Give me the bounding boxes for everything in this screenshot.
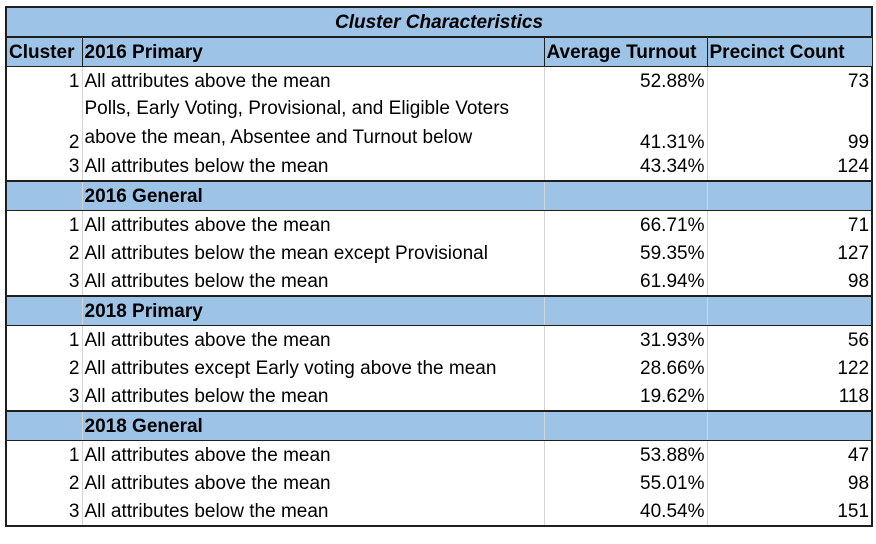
precinct-count-cell[interactable]: 124 <box>706 152 874 181</box>
average-turnout-cell[interactable]: 19.62% <box>543 382 708 411</box>
section-empty-cell[interactable] <box>706 410 874 441</box>
average-turnout-cell[interactable]: 28.66% <box>543 354 708 382</box>
average-turnout-cell[interactable]: 41.31% <box>543 95 708 152</box>
precinct-count-cell[interactable]: 98 <box>706 267 874 296</box>
average-turnout-cell[interactable]: 31.93% <box>543 325 708 354</box>
precinct-count-cell[interactable]: 118 <box>706 382 874 411</box>
table-row: 3 All attributes below the mean 19.62% 118 <box>5 382 874 411</box>
table-row: 3 All attributes below the mean 61.94% 98 <box>5 267 874 296</box>
average-turnout-cell[interactable]: 61.94% <box>543 267 708 296</box>
average-turnout-cell[interactable]: 59.35% <box>543 239 708 267</box>
cluster-number-cell[interactable]: 3 <box>5 267 83 296</box>
description-cell[interactable]: All attributes above the mean <box>81 210 545 239</box>
table-row: 2 All attributes except Early voting abov… <box>5 354 874 382</box>
section-label[interactable]: 2016 General <box>81 180 545 211</box>
cluster-number-cell[interactable]: 3 <box>5 497 83 527</box>
header-precinct-count[interactable]: Precinct Count <box>706 36 873 67</box>
section-empty-cell[interactable] <box>5 180 83 211</box>
cluster-number-cell[interactable]: 2 <box>5 354 83 382</box>
cluster-number-cell[interactable]: 1 <box>5 325 83 354</box>
table-title[interactable]: Cluster Characteristics <box>4 6 874 38</box>
description-cell[interactable]: All attributes except Early voting above… <box>81 354 545 382</box>
section-empty-cell[interactable] <box>5 295 83 326</box>
precinct-count-cell[interactable]: 98 <box>706 469 874 497</box>
header-row: Cluster 2016 Primary Average Turnout Pre… <box>5 36 873 67</box>
section-label[interactable]: 2018 Primary <box>81 295 545 326</box>
average-turnout-cell[interactable]: 52.88% <box>543 66 708 95</box>
cluster-number-cell[interactable]: 1 <box>5 66 83 95</box>
precinct-count-cell[interactable]: 99 <box>706 95 874 152</box>
section-empty-cell[interactable] <box>543 180 708 211</box>
header-average-turnout[interactable]: Average Turnout <box>543 36 708 67</box>
cluster-number-cell[interactable]: 1 <box>5 210 83 239</box>
table-row: 2 All attributes below the mean except Pr… <box>5 239 874 267</box>
precinct-count-cell[interactable]: 151 <box>706 497 874 527</box>
description-cell[interactable]: All attributes below the mean except Pro… <box>81 239 545 267</box>
average-turnout-cell[interactable]: 55.01% <box>543 469 708 497</box>
table-row: 1 All attributes above the mean 52.88% 73 <box>5 66 874 95</box>
precinct-count-cell[interactable]: 56 <box>706 325 874 354</box>
header-cluster[interactable]: Cluster <box>5 36 83 67</box>
precinct-count-cell[interactable]: 71 <box>706 210 874 239</box>
average-turnout-cell[interactable]: 43.34% <box>543 152 708 181</box>
description-cell[interactable]: Polls, Early Voting, Provisional, and El… <box>81 95 545 152</box>
average-turnout-cell[interactable]: 40.54% <box>543 497 708 527</box>
cluster-number-cell[interactable]: 2 <box>5 239 83 267</box>
precinct-count-cell[interactable]: 47 <box>706 440 874 469</box>
table-title-row: Cluster Characteristics <box>4 6 874 38</box>
average-turnout-cell[interactable]: 66.71% <box>543 210 708 239</box>
description-cell[interactable]: All attributes above the mean <box>81 66 545 95</box>
description-cell[interactable]: All attributes above the mean <box>81 325 545 354</box>
table-row: 1 All attributes above the mean 53.88% 47 <box>5 440 874 469</box>
table-row: 3 All attributes below the mean 40.54% 151 <box>5 497 874 527</box>
section-empty-cell[interactable] <box>706 180 874 211</box>
cluster-number-cell[interactable]: 2 <box>5 95 83 152</box>
table-row: 1 All attributes above the mean 31.93% 56 <box>5 325 874 354</box>
section-empty-cell[interactable] <box>543 410 708 441</box>
precinct-count-cell[interactable]: 73 <box>706 66 874 95</box>
precinct-count-cell[interactable]: 122 <box>706 354 874 382</box>
section-empty-cell[interactable] <box>5 410 83 441</box>
cluster-characteristics-table: Cluster Characteristics Cluster 2016 Pri… <box>4 6 874 527</box>
description-cell[interactable]: All attributes below the mean <box>81 497 545 527</box>
section-header-row: 2018 General <box>5 410 874 441</box>
section-header-row: 2016 General <box>5 180 874 211</box>
section-label[interactable]: 2018 General <box>81 410 545 441</box>
average-turnout-cell[interactable]: 53.88% <box>543 440 708 469</box>
cluster-number-cell[interactable]: 3 <box>5 152 83 181</box>
section-empty-cell[interactable] <box>543 295 708 326</box>
description-cell[interactable]: All attributes above the mean <box>81 469 545 497</box>
cluster-number-cell[interactable]: 1 <box>5 440 83 469</box>
cluster-number-cell[interactable]: 3 <box>5 382 83 411</box>
precinct-count-cell[interactable]: 127 <box>706 239 874 267</box>
section-empty-cell[interactable] <box>706 295 874 326</box>
table-row: 2 Polls, Early Voting, Provisional, and E… <box>5 95 874 152</box>
description-cell[interactable]: All attributes below the mean <box>81 267 545 296</box>
table-row: 3 All attributes below the mean 43.34% 124 <box>5 152 874 181</box>
cluster-number-cell[interactable]: 2 <box>5 469 83 497</box>
table-row: 1 All attributes above the mean 66.71% 71 <box>5 210 874 239</box>
header-group[interactable]: 2016 Primary <box>81 36 545 67</box>
table-row: 2 All attributes above the mean 55.01% 98 <box>5 469 874 497</box>
section-header-row: 2018 Primary <box>5 295 874 326</box>
description-cell[interactable]: All attributes above the mean <box>81 440 545 469</box>
description-cell[interactable]: All attributes below the mean <box>81 152 545 181</box>
description-cell[interactable]: All attributes below the mean <box>81 382 545 411</box>
